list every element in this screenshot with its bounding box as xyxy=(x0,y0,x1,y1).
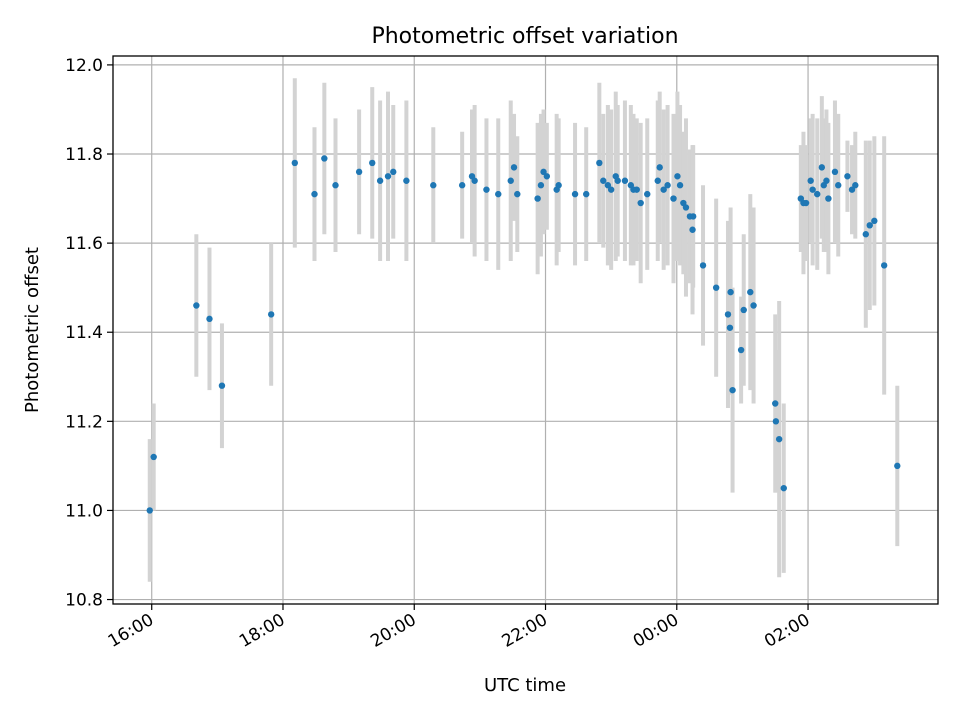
data-points xyxy=(146,155,901,514)
data-point xyxy=(193,302,200,309)
data-point xyxy=(747,288,754,296)
data-point xyxy=(660,186,667,193)
data-point xyxy=(514,190,521,198)
y-tick-label: 11.6 xyxy=(65,234,103,254)
data-point xyxy=(596,159,603,167)
data-point xyxy=(772,418,780,425)
data-point xyxy=(674,173,681,180)
data-point xyxy=(604,182,612,189)
x-axis-label: UTC time xyxy=(484,675,566,696)
data-point xyxy=(218,382,226,389)
data-point xyxy=(654,177,661,184)
y-tick-label: 11.0 xyxy=(65,501,103,521)
data-point xyxy=(150,453,157,461)
data-point xyxy=(852,182,859,189)
data-point xyxy=(676,182,684,189)
data-point xyxy=(555,182,562,189)
data-point xyxy=(737,346,745,354)
data-point xyxy=(621,177,629,184)
data-point xyxy=(614,177,621,184)
y-tick-label: 12.0 xyxy=(65,56,103,76)
data-point xyxy=(689,213,697,220)
data-point xyxy=(321,155,328,162)
data-point xyxy=(775,435,783,443)
y-tick-label: 10.8 xyxy=(65,591,103,611)
data-point xyxy=(537,182,545,189)
data-point xyxy=(848,186,856,193)
data-point xyxy=(571,190,579,198)
data-point xyxy=(894,462,901,470)
data-point xyxy=(724,311,732,318)
data-point xyxy=(712,284,720,291)
data-point xyxy=(311,190,318,198)
data-point xyxy=(862,231,870,238)
data-point xyxy=(495,190,502,198)
data-point xyxy=(750,302,757,309)
data-point xyxy=(831,168,839,176)
data-point xyxy=(656,164,663,171)
data-point xyxy=(729,386,736,394)
y-tick-label: 11.4 xyxy=(65,323,103,343)
data-point xyxy=(644,190,651,198)
data-point xyxy=(291,159,299,167)
data-point xyxy=(802,199,810,207)
data-point xyxy=(880,262,888,269)
data-point xyxy=(355,168,363,176)
data-point xyxy=(726,324,734,331)
data-point xyxy=(267,311,275,318)
data-point xyxy=(633,186,640,193)
data-point xyxy=(430,182,437,189)
y-axis-label: Photometric offset xyxy=(22,247,43,413)
data-point xyxy=(818,164,826,171)
data-point xyxy=(664,182,671,189)
data-point xyxy=(780,484,787,492)
data-point xyxy=(332,182,339,189)
data-point xyxy=(772,400,779,407)
data-point xyxy=(483,186,490,193)
chart-title: Photometric offset variation xyxy=(371,24,678,49)
data-point xyxy=(583,190,590,198)
data-point xyxy=(403,177,410,184)
data-point xyxy=(510,164,518,171)
data-point xyxy=(727,288,734,296)
data-point xyxy=(390,168,397,176)
data-point xyxy=(740,306,747,314)
data-point xyxy=(369,159,376,167)
data-point xyxy=(835,182,842,189)
data-point xyxy=(458,182,466,189)
data-point xyxy=(689,226,696,233)
data-point xyxy=(699,262,707,269)
data-point xyxy=(607,186,615,193)
plot-frame xyxy=(112,55,939,605)
data-point xyxy=(814,190,821,198)
data-point xyxy=(866,222,873,229)
data-point xyxy=(809,186,816,193)
data-point xyxy=(507,177,514,184)
data-point xyxy=(543,173,551,180)
data-point xyxy=(844,173,851,180)
data-point xyxy=(670,195,677,202)
data-point xyxy=(534,195,541,202)
y-tick-label: 11.8 xyxy=(65,145,103,165)
data-point xyxy=(376,177,384,184)
data-point xyxy=(682,204,690,211)
data-point xyxy=(823,177,830,184)
y-axis-ticks: 10.8 11.0 11.2 11.4 11.6 11.8 12.0 xyxy=(65,56,113,611)
data-point xyxy=(825,195,832,202)
data-point xyxy=(384,173,392,180)
data-point xyxy=(600,177,607,184)
data-point xyxy=(206,315,213,323)
data-point xyxy=(871,217,878,225)
data-point xyxy=(807,177,814,184)
data-point xyxy=(637,199,644,207)
data-point xyxy=(540,168,547,176)
y-tick-label: 11.2 xyxy=(65,412,103,432)
data-point xyxy=(146,507,153,514)
data-point xyxy=(471,177,478,184)
